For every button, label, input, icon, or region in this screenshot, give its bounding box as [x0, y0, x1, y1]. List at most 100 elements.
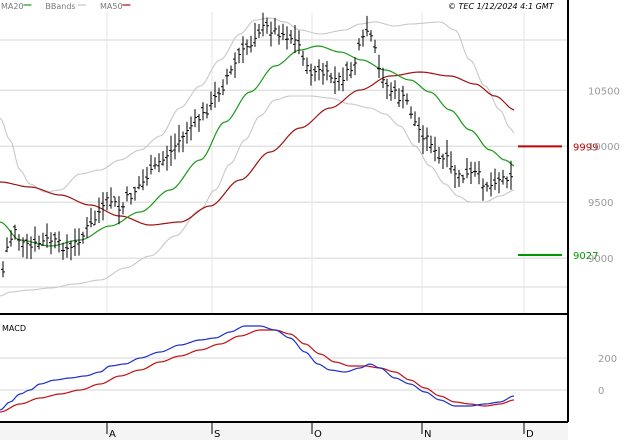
ohlc-bar [493, 168, 497, 190]
ohlc-bar [445, 140, 449, 168]
ohlc-bar [297, 30, 301, 55]
ohlc-bar [209, 91, 213, 111]
ohlc-bar [133, 186, 137, 201]
ohlc-bar [509, 160, 513, 190]
ohlc-bar [53, 232, 57, 249]
ohlc-bar [93, 210, 97, 226]
level-marker-label: 9999 [573, 142, 598, 153]
legend-label: BBands [45, 2, 75, 11]
ohlc-bar [97, 197, 101, 223]
ohlc-bar [149, 154, 153, 175]
ohlc-bar [165, 145, 169, 171]
ohlc-bar [449, 151, 453, 174]
ohlc-bar [489, 172, 493, 197]
ohlc-bar [341, 67, 345, 92]
x-tick-label: O [314, 429, 322, 440]
ohlc-bar [73, 228, 77, 256]
ohlc-bar [233, 52, 237, 78]
ohlc-bar [141, 169, 145, 191]
ohlc-bar [41, 232, 45, 246]
ohlc-bar [21, 237, 25, 258]
ohlc-bar [193, 109, 197, 128]
ohlc-bar [441, 153, 445, 169]
ohlc-bar [257, 24, 261, 38]
ohlc-bar [285, 26, 289, 50]
ohlc-bar [205, 103, 209, 119]
ohlc-bar [413, 111, 417, 127]
ohlc-bar [121, 202, 125, 215]
macd-y-tick-label: 0 [598, 386, 604, 397]
level-marker-label: 9027 [573, 251, 598, 262]
ohlc-bar [17, 234, 21, 251]
ohlc-bar [109, 187, 113, 209]
ohlc-bar [29, 236, 33, 260]
ohlc-bar [137, 176, 141, 190]
ohlc-bar [145, 166, 149, 186]
ohlc-bar [313, 65, 317, 82]
ohlc-bar [481, 178, 485, 201]
x-tick-label: D [526, 429, 534, 440]
ohlc-bar [117, 196, 121, 225]
ohlc-bar [221, 79, 225, 96]
ohlc-bar [305, 57, 309, 74]
ohlc-bar [437, 146, 441, 164]
ohlc-bar [401, 85, 405, 109]
ohlc-bar [177, 124, 181, 153]
ohlc-bar [173, 133, 177, 160]
ohlc-bar [353, 57, 357, 76]
ohlc-bar [213, 81, 217, 108]
ohlc-bar [457, 169, 461, 187]
ohlc-bar [65, 234, 69, 258]
ohlc-bar [317, 59, 321, 81]
ohlc-bar [33, 226, 37, 252]
x-axis-strip [0, 423, 568, 440]
ohlc-bar [89, 207, 93, 228]
ohlc-bar [301, 50, 305, 66]
ohlc-bar [425, 127, 429, 151]
bollinger-lower-line [0, 95, 515, 297]
ohlc-bar [349, 62, 353, 79]
ohlc-bar [373, 39, 377, 53]
ma50-line [0, 71, 515, 226]
ohlc-bar [277, 25, 281, 45]
ohlc-bar [25, 233, 29, 259]
ohlc-bar [325, 61, 329, 81]
ohlc-bar [357, 38, 361, 51]
ohlc-bar [289, 30, 293, 44]
ohlc-bar [189, 116, 193, 141]
ohlc-bar [161, 151, 165, 166]
legend-label: MA20 [1, 2, 24, 11]
ohlc-bar [469, 161, 473, 184]
copyright-label: © TEC 1/12/2024 4:1 GMT [448, 2, 555, 11]
ohlc-bar [113, 196, 117, 207]
ohlc-bar [345, 61, 349, 81]
ohlc-bar [433, 136, 437, 162]
ohlc-bar [393, 80, 397, 100]
ohlc-bar [237, 47, 241, 64]
ohlc-bar [77, 228, 81, 256]
ohlc-bar [385, 78, 389, 100]
ohlc-bar [181, 131, 185, 153]
ohlc-bar [421, 125, 425, 155]
ohlc-bar [453, 165, 457, 188]
ohlc-bar [129, 193, 133, 205]
ohlc-bar [269, 21, 273, 47]
ohlc-bar [409, 106, 413, 119]
ohlc-bar [505, 176, 509, 189]
ohlc-bar [261, 12, 265, 37]
ohlc-bar [49, 232, 53, 255]
ohlc-bar [405, 93, 409, 105]
ohlc-bar [201, 102, 205, 121]
ohlc-bar [501, 169, 505, 185]
ohlc-bar [153, 157, 157, 170]
ohlc-bar [125, 186, 129, 202]
ohlc-bar [333, 66, 337, 94]
ohlc-bar [13, 224, 17, 240]
ohlc-bar [5, 237, 9, 253]
ohlc-bar [389, 82, 393, 101]
ohlc-bar [225, 68, 229, 85]
x-tick-label: S [214, 429, 220, 440]
ohlc-bar [369, 30, 373, 42]
ohlc-bar [321, 62, 325, 85]
